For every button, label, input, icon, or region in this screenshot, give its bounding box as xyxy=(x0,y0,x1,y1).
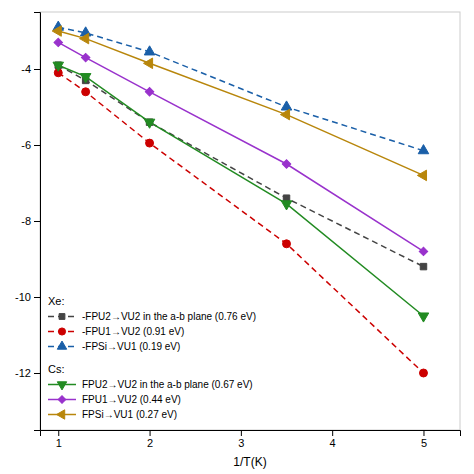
x-tick: 3 xyxy=(238,430,244,449)
data-point xyxy=(144,119,155,128)
data-point xyxy=(146,139,154,147)
x-axis-line xyxy=(41,431,461,437)
series-line xyxy=(58,65,423,316)
data-point xyxy=(418,313,429,322)
y-tick-mark xyxy=(34,221,40,222)
data-point xyxy=(283,240,291,248)
y-tick-mark xyxy=(34,145,40,146)
chart: 1 2 3 4 5 -4 -6 -8 -10 -12 1/T(K) Xe: -FPU2→VU2 in t… xyxy=(0,0,474,474)
x-tick-label: 2 xyxy=(147,437,153,449)
x-tick: 5 xyxy=(421,430,427,449)
legend-label: -FPSi→VU1 (0.19 eV) xyxy=(82,341,180,352)
y-tick-label: -10 xyxy=(15,291,31,303)
legend-swatch-marker xyxy=(58,328,65,335)
series xyxy=(53,21,429,154)
y-axis-line xyxy=(34,13,41,431)
x-axis-title: 1/T(K) xyxy=(233,455,266,469)
data-point xyxy=(281,201,292,210)
data-point xyxy=(82,88,90,96)
data-point xyxy=(80,74,91,83)
data-point xyxy=(280,109,289,120)
x-tick: 2 xyxy=(147,430,153,449)
legend-item: -FPU2→VU2 in the a-b plane (0.76 eV) xyxy=(48,311,256,322)
legend-swatch-marker xyxy=(59,314,65,320)
plot-area: 1 2 3 4 5 -4 -6 -8 -10 -12 1/T(K) Xe: -FPU2→VU2 in t… xyxy=(15,12,460,469)
x-tick-mark xyxy=(241,430,242,436)
x-axis: 1 2 3 4 5 xyxy=(41,430,461,449)
data-point xyxy=(282,160,290,168)
data-point xyxy=(417,170,426,181)
legend-label: FPU1→VU2 (0.44 eV) xyxy=(82,394,181,405)
data-point xyxy=(54,38,62,46)
data-point xyxy=(81,53,89,61)
data-point xyxy=(281,101,292,110)
data-point xyxy=(419,247,427,255)
y-tick-mark xyxy=(34,69,40,70)
legend-item: -FPSi→VU1 (0.19 eV) xyxy=(48,341,180,352)
series-line xyxy=(58,73,423,373)
data-point xyxy=(144,46,155,55)
legend-group: Cs: FPU2→VU2 in the a-b plane (0.67 eV) FP… xyxy=(48,363,253,420)
x-tick: 1 xyxy=(56,430,62,449)
legend-swatch-marker xyxy=(57,341,66,349)
y-tick: -10 xyxy=(15,291,40,303)
series-line xyxy=(58,31,423,175)
x-tick-label: 1 xyxy=(56,437,62,449)
x-tick-mark xyxy=(423,430,424,436)
data-point xyxy=(418,145,429,154)
plot-frame xyxy=(40,12,460,430)
legend-title: Cs: xyxy=(48,363,65,375)
legend: Xe: -FPU2→VU2 in the a-b plane (0.76 eV) -… xyxy=(48,295,256,420)
legend-group: Xe: -FPU2→VU2 in the a-b plane (0.76 eV) -… xyxy=(48,295,256,352)
y-tick: -12 xyxy=(15,367,40,379)
background xyxy=(0,0,474,474)
y-tick-mark xyxy=(34,297,40,298)
series-layer xyxy=(52,21,429,377)
y-tick: -6 xyxy=(21,139,40,151)
series-line xyxy=(58,27,423,151)
series xyxy=(54,69,427,377)
legend-swatch-marker xyxy=(58,396,66,404)
series xyxy=(53,62,429,322)
data-point xyxy=(52,26,61,37)
data-point xyxy=(420,263,426,269)
x-tick-mark xyxy=(58,430,59,436)
legend-swatch-marker xyxy=(57,382,66,390)
x-tick-mark xyxy=(150,430,151,436)
data-point xyxy=(145,88,153,96)
y-axis: -4 -6 -8 -10 -12 xyxy=(15,13,40,431)
y-tick: -4 xyxy=(21,63,40,75)
legend-label: FPSi→VU1 (0.27 eV) xyxy=(82,409,177,420)
data-point xyxy=(419,369,427,377)
y-tick: -8 xyxy=(21,215,40,227)
y-tick-mark xyxy=(34,373,40,374)
series xyxy=(52,26,426,181)
legend-label: -FPU2→VU2 in the a-b plane (0.76 eV) xyxy=(82,311,256,322)
y-tick-label: -8 xyxy=(21,215,31,227)
y-tick-label: -6 xyxy=(21,139,31,151)
y-tick-label: -4 xyxy=(21,63,31,75)
data-point xyxy=(143,58,152,69)
x-tick: 4 xyxy=(330,430,336,449)
legend-title: Xe: xyxy=(48,295,65,307)
legend-item: FPU1→VU2 (0.44 eV) xyxy=(48,394,181,405)
data-point xyxy=(53,62,64,71)
x-tick-mark xyxy=(332,430,333,436)
x-tick-label: 3 xyxy=(238,437,244,449)
series xyxy=(55,62,427,270)
legend-item: FPU2→VU2 in the a-b plane (0.67 eV) xyxy=(48,379,253,390)
x-tick-label: 4 xyxy=(330,437,336,449)
legend-item: -FPU1→VU2 (0.91 eV) xyxy=(48,326,184,337)
data-point xyxy=(80,33,89,44)
y-tick-label: -12 xyxy=(15,367,31,379)
x-tick-label: 5 xyxy=(421,437,427,449)
legend-swatch-marker xyxy=(57,410,65,419)
series-line xyxy=(58,42,423,251)
legend-item: FPSi→VU1 (0.27 eV) xyxy=(48,409,177,420)
series xyxy=(54,38,428,255)
legend-label: FPU2→VU2 in the a-b plane (0.67 eV) xyxy=(82,379,253,390)
legend-label: -FPU1→VU2 (0.91 eV) xyxy=(82,326,184,337)
